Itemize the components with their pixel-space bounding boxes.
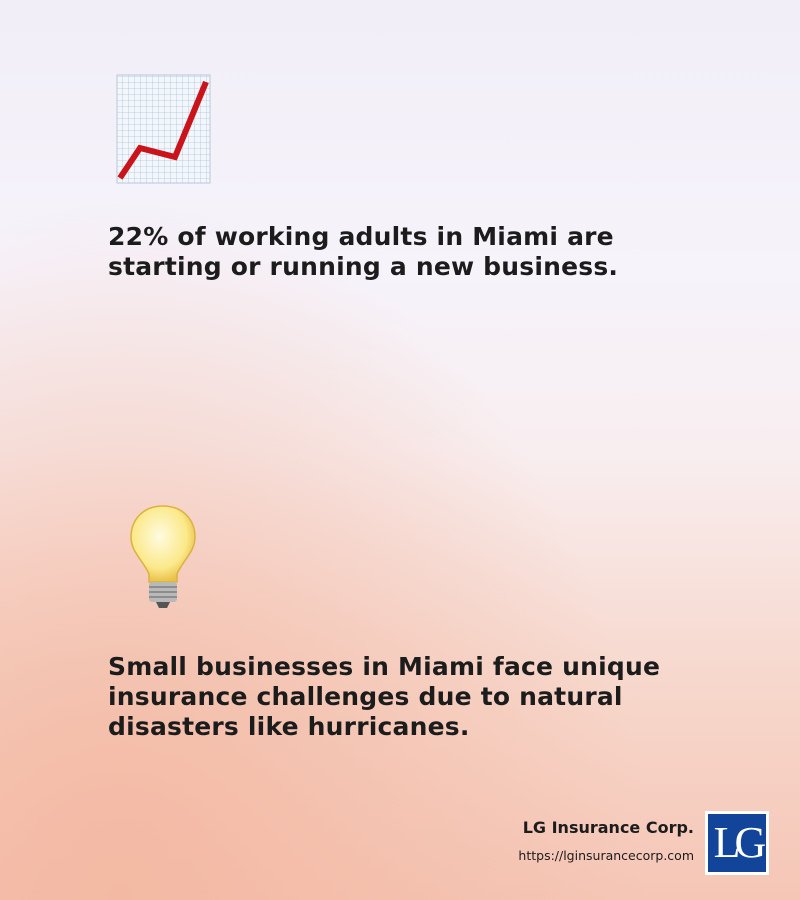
info-text: Small businesses in Miami face unique ins…	[108, 652, 660, 742]
logo: LG	[705, 811, 769, 875]
website-url: https://lginsurancecorp.com	[518, 848, 694, 863]
lightbulb-icon	[130, 505, 196, 608]
stat-text: 22% of working adults in Miami are starti…	[108, 222, 618, 282]
company-name: LG Insurance Corp.	[522, 818, 694, 837]
text-line: Small businesses in Miami face unique	[108, 652, 661, 681]
text-line: insurance challenges due to natural	[108, 682, 623, 711]
text-line: 22% of working adults in Miami are	[108, 222, 614, 251]
chart-icon	[116, 74, 211, 184]
text-line: disasters like hurricanes.	[108, 712, 470, 741]
text-line: starting or running a new business.	[108, 252, 619, 281]
